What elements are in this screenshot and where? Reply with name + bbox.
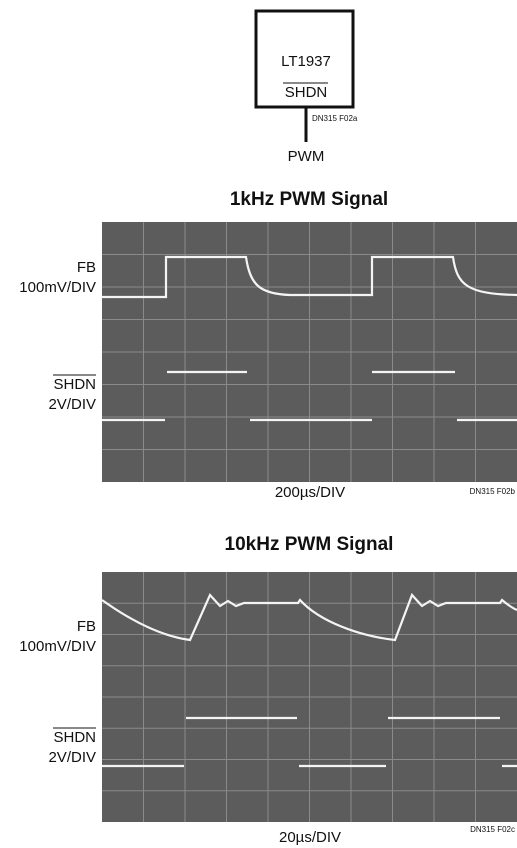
ch1-scale: 100mV/DIV bbox=[19, 279, 96, 296]
figure-ref: DN315 F02a bbox=[312, 114, 358, 123]
chip-name: LT1937 bbox=[281, 53, 331, 70]
input-label: PWM bbox=[288, 148, 325, 165]
ch1-scale: 100mV/DIV bbox=[19, 638, 96, 655]
scope bbox=[102, 572, 517, 822]
ch2-scale: 2V/DIV bbox=[48, 749, 96, 766]
timebase: 20µs/DIV bbox=[279, 829, 341, 846]
scope-title: 1kHz PWM Signal bbox=[230, 189, 388, 210]
ch2-name: SHDN bbox=[53, 376, 96, 393]
figure-ref: DN315 F02b bbox=[470, 487, 516, 496]
ch2-name: SHDN bbox=[53, 729, 96, 746]
scope-title: 10kHz PWM Signal bbox=[225, 534, 394, 555]
ch1-name: FB bbox=[77, 618, 96, 635]
page: {"schematic":{"chip":"LT1937","pin":"SHD… bbox=[0, 0, 517, 848]
ch2-scale: 2V/DIV bbox=[48, 396, 96, 413]
ch1-name: FB bbox=[77, 259, 96, 276]
timebase: 200µs/DIV bbox=[275, 484, 345, 501]
scope bbox=[102, 222, 517, 482]
figure-ref: DN315 F02c bbox=[470, 825, 515, 834]
figure: LT1937 SHDN DN315 F02a PWM 1kHz PWM Sign… bbox=[0, 0, 517, 848]
pin-name: SHDN bbox=[285, 84, 328, 101]
